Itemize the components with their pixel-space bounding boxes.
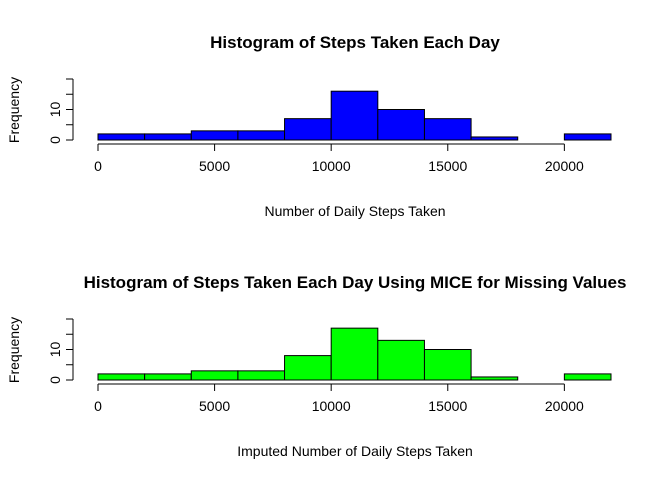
x-tick-label: 5000 [199,158,230,174]
histogram-bar [563,133,612,141]
x-axis: 0 5000 10000 15000 20000 [94,383,584,414]
x-tick-label: 20000 [545,158,584,174]
histogram-bar [377,109,425,141]
y-axis: 0 10 [47,318,74,384]
histogram-bar [423,118,472,141]
y-axis: 0 10 [47,78,74,144]
histogram-bar [144,373,192,381]
x-axis-label: Number of Daily Steps Taken [264,203,445,219]
histogram-bar [563,373,612,381]
histogram-bar [470,136,519,141]
bars-group [97,90,612,141]
histogram-bar [470,376,519,381]
histogram-bar [284,355,332,381]
histogram-bar [190,370,239,381]
x-tick-label: 15000 [428,398,467,414]
histogram-bar [377,339,425,381]
y-tick-label: 0 [47,136,63,144]
histogram-panel-steps: Histogram of Steps Taken Each Day 0 10 0 5… [6,33,612,219]
histogram-bar [284,118,332,141]
histogram-bar [237,370,286,381]
chart-title: Histogram of Steps Taken Each Day Using … [84,273,627,292]
x-axis-label: Imputed Number of Daily Steps Taken [237,443,473,459]
x-tick-label: 15000 [428,158,467,174]
y-tick-label: 10 [47,102,63,118]
y-axis-label: Frequency [6,77,22,143]
x-tick-label: 0 [94,398,102,414]
x-tick-label: 5000 [199,398,230,414]
x-axis: 0 5000 10000 15000 20000 [94,143,584,174]
histogram-bar [423,349,472,381]
histogram-bar [330,327,379,381]
histogram-bar [144,133,192,141]
x-tick-label: 0 [94,158,102,174]
x-tick-label: 20000 [545,398,584,414]
histogram-bar [97,373,146,381]
histogram-bar [237,130,286,141]
histogram-bar [190,130,239,141]
histogram-panel-imputed-steps: Histogram of Steps Taken Each Day Using … [6,273,626,459]
x-tick-label: 10000 [312,398,351,414]
chart-title: Histogram of Steps Taken Each Day [210,33,500,52]
y-tick-label: 0 [47,376,63,384]
histogram-bar [330,90,379,141]
histogram-bar [97,133,146,141]
y-axis-label: Frequency [6,317,22,383]
bars-group [97,327,612,381]
x-tick-label: 10000 [312,158,351,174]
y-tick-label: 10 [47,342,63,358]
